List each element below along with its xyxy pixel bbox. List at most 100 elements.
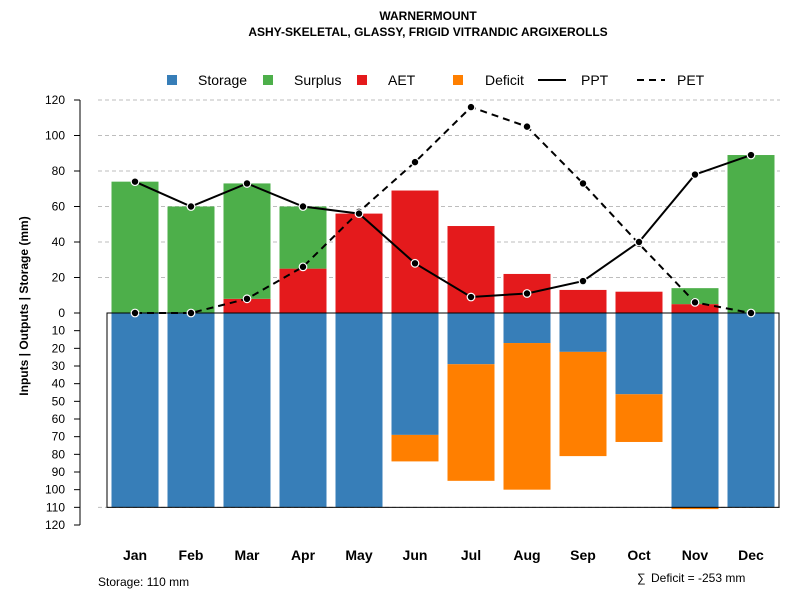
surplus-bar-apr [279,206,327,269]
month-label-jul: Jul [461,547,481,563]
y-tick-label-up-100: 100 [45,129,65,143]
deficit-bar-nov [671,507,719,510]
y-tick-label-down-40: 40 [52,377,66,391]
y-axis-label: Inputs | Outputs | Storage (mm) [17,216,31,395]
y-tick-label-down-100: 100 [45,483,65,497]
month-label-mar: Mar [235,547,260,563]
pet-point-nov [690,297,700,307]
deficit-bar-jun [391,434,439,462]
ppt-point-jan [130,177,140,187]
y-tick-label-up-40: 40 [52,235,66,249]
aet-bar-jun [391,190,439,313]
month-label-apr: Apr [291,547,316,563]
deficit-note: Deficit = -253 mm [651,571,745,585]
month-label-dec: Dec [738,547,764,563]
pet-point-jun [410,157,420,167]
month-label-may: May [345,547,372,563]
y-tick-label-down-20: 20 [52,341,66,355]
ppt-point-sep [578,276,588,286]
sum-icon: ∑ [637,571,646,585]
surplus-bar-jan [111,181,159,313]
month-label-jan: Jan [123,547,147,563]
legend-label-deficit: Deficit [485,72,524,88]
aet-bar-sep [559,289,607,313]
y-tick-label-down-120: 120 [45,518,65,532]
surplus-bar-dec [727,155,775,313]
deficit-bar-oct [615,394,663,442]
y-tick-label-down-110: 110 [46,500,65,514]
legend-swatch-surplus [263,75,273,85]
y-tick-label-down-80: 80 [52,447,66,461]
storage-bar-aug [503,313,551,344]
pet-point-mar [242,294,252,304]
aet-bar-may [335,213,383,313]
y-tick-label-up-60: 60 [52,200,66,214]
storage-bar-jul [447,313,495,365]
legend-label-ppt: PPT [581,72,609,88]
month-label-aug: Aug [513,547,540,563]
y-tick-label-up-20: 20 [52,271,66,285]
storage-bar-nov [671,313,719,508]
y-tick-label-up-120: 120 [45,93,65,107]
month-label-nov: Nov [682,547,709,563]
chart-title: WARNERMOUNT [379,9,477,23]
y-tick-label-down-50: 50 [52,394,66,408]
storage-bar-may [335,313,383,508]
pet-point-jan [130,308,140,318]
legend-swatch-deficit [453,75,463,85]
ppt-point-mar [242,179,252,188]
pet-point-aug [522,122,532,132]
month-label-oct: Oct [627,547,651,563]
y-tick-label-up-0: 0 [58,306,65,320]
pet-point-apr [298,262,308,272]
month-label-sep: Sep [570,547,596,563]
storage-bar-jun [391,313,439,435]
ppt-point-apr [298,202,308,211]
legend-label-pet: PET [677,72,705,88]
month-label-feb: Feb [179,547,204,563]
y-tick-label-down-10: 10 [52,324,66,338]
legend: Storage Surplus AET Deficit PPT PET [167,72,705,88]
storage-bar-oct [615,313,663,395]
pet-point-jul [466,102,476,112]
y-tick-label-down-60: 60 [52,412,66,426]
bars [106,155,780,510]
legend-label-storage: Storage [198,72,247,88]
legend-swatch-aet [357,75,367,85]
ppt-point-nov [690,170,700,179]
storage-bar-sep [559,313,607,352]
y-tick-label-down-30: 30 [52,359,66,373]
ppt-point-jul [466,292,476,302]
storage-bar-dec [727,313,775,508]
ppt-point-oct [634,237,644,247]
ppt-point-feb [186,202,196,211]
pet-point-feb [186,308,196,318]
deficit-bar-sep [559,351,607,457]
y-tick-label-down-90: 90 [52,465,66,479]
legend-swatch-storage [167,75,177,85]
ppt-point-may [354,209,364,219]
aet-bar-oct [615,291,663,313]
deficit-bar-aug [503,343,551,490]
y-tick-label-down-70: 70 [52,430,66,444]
ppt-point-dec [746,150,756,160]
ppt-point-aug [522,289,532,298]
storage-note: Storage: 110 mm [98,575,189,589]
ppt-line [134,154,752,299]
chart-subtitle: ASHY-SKELETAL, GLASSY, FRIGID VITRANDIC … [248,25,607,39]
legend-label-aet: AET [388,72,416,88]
lines [130,102,756,318]
y-axis: 0 20 40 60 80 100 120 10 20 30 40 50 60 70 80 90 100 110 1… [45,93,81,532]
surplus-bar-mar [223,183,271,299]
deficit-bar-jul [447,364,495,481]
legend-label-surplus: Surplus [294,72,341,88]
pet-point-sep [578,179,588,188]
storage-bar-apr [279,313,327,508]
storage-frame [106,312,780,508]
month-label-jun: Jun [403,547,428,563]
storage-bar-mar [223,313,271,508]
storage-bar-feb [167,313,215,508]
surplus-bar-nov [671,288,719,305]
surplus-bar-feb [167,206,215,313]
